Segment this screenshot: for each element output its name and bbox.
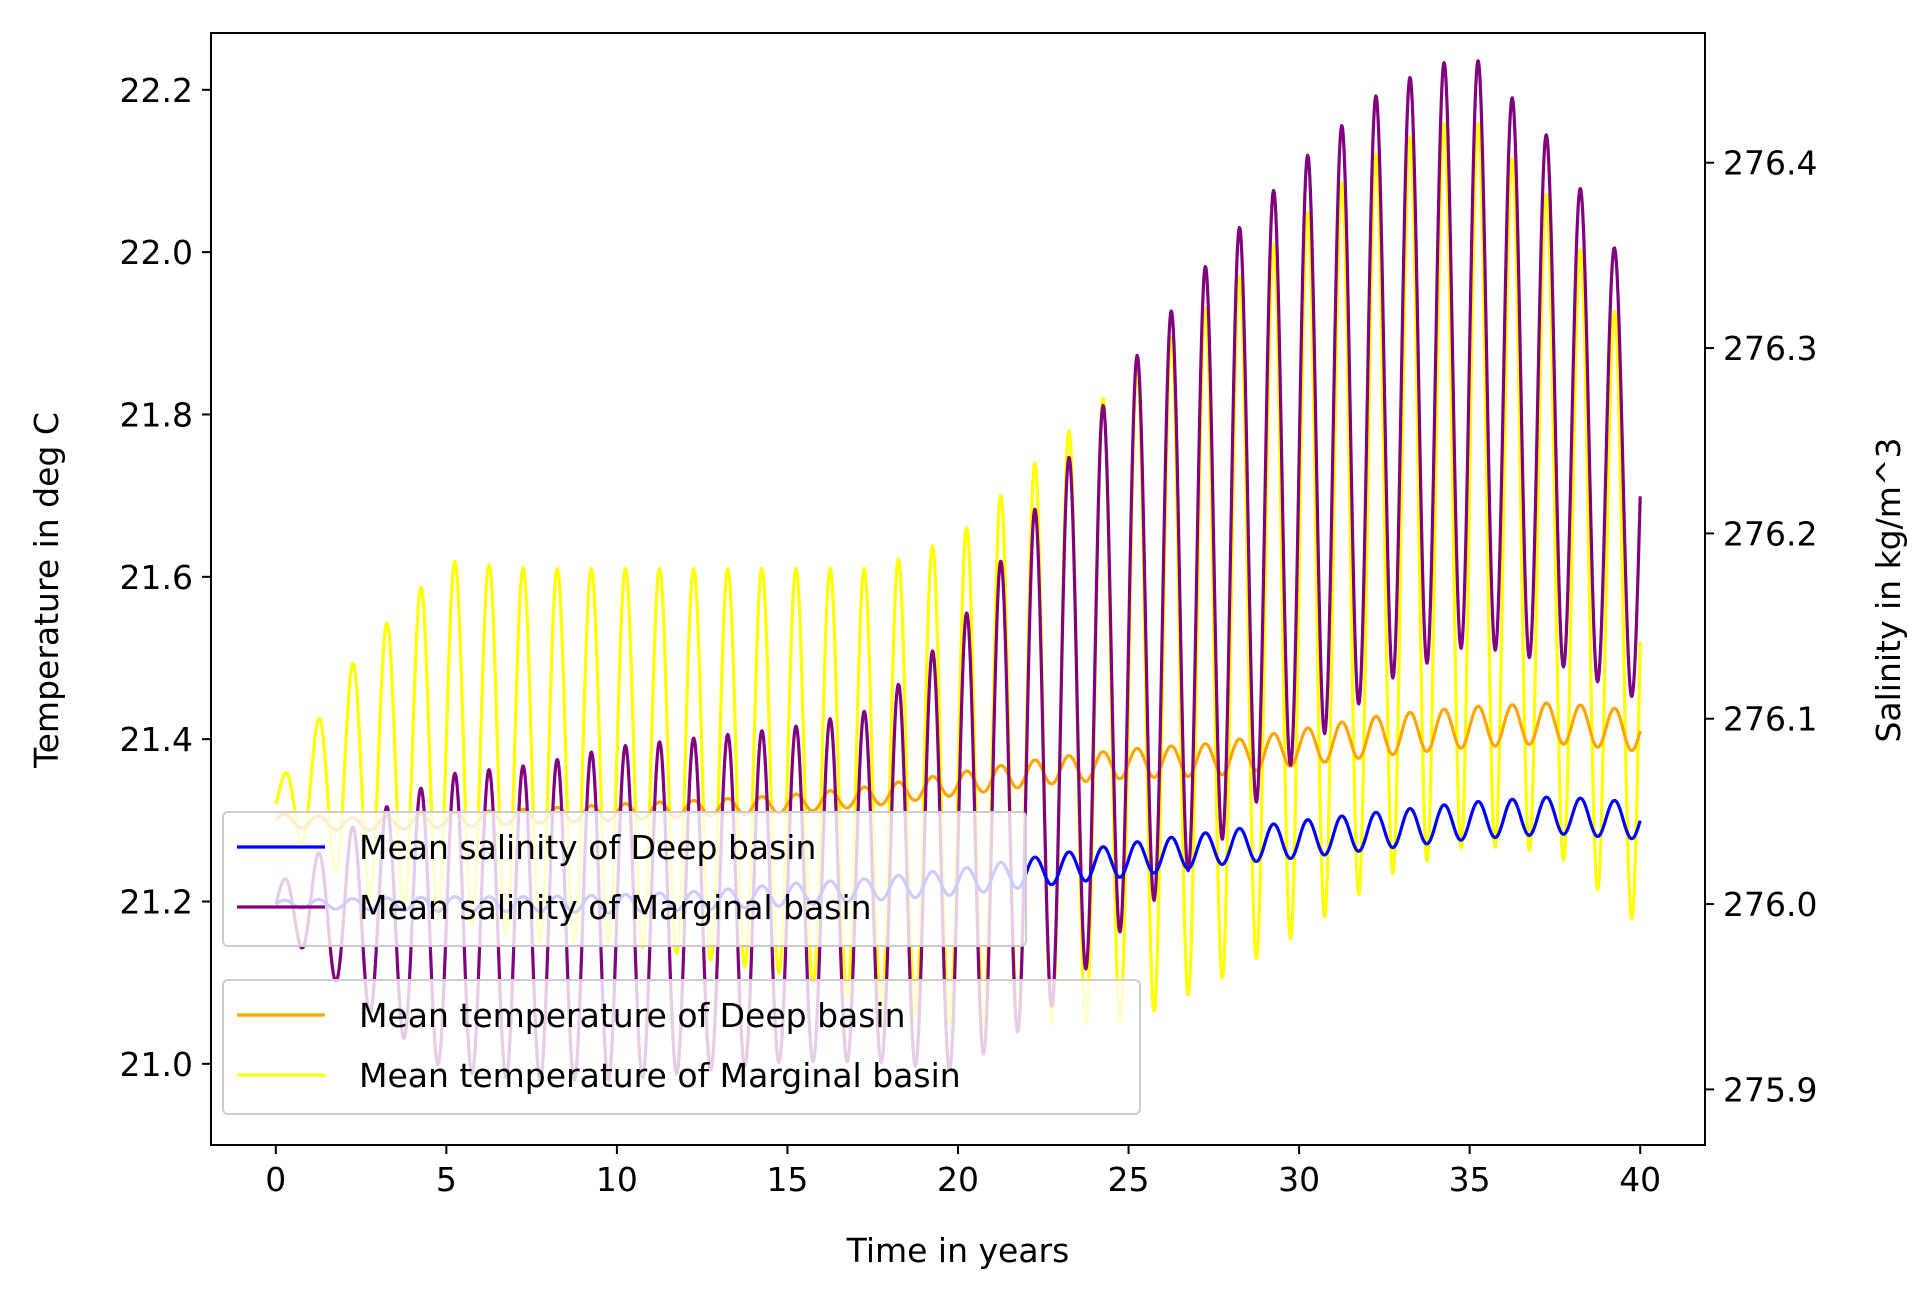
x-tick-label: 25	[1108, 1160, 1150, 1199]
x-axis-title: Time in years	[846, 1231, 1070, 1270]
x-tick-label: 35	[1449, 1160, 1491, 1199]
x-tick-label: 15	[766, 1160, 808, 1199]
y-left-tick-label: 21.4	[120, 720, 193, 759]
y-right-tick-label: 276.0	[1723, 885, 1817, 924]
x-tick-label: 30	[1278, 1160, 1320, 1199]
legend-frame	[222, 811, 1027, 947]
y-left-tick-label: 22.0	[120, 233, 193, 272]
y-left-axis-title: Temperature in deg C	[27, 412, 66, 769]
x-tick-label: 40	[1619, 1160, 1661, 1199]
legend-box-1: Mean salinity of Deep basin Mean salinity…	[222, 811, 1027, 947]
legend-label-mean-temperature-of-deep-basin: Mean temperature of Deep basin	[359, 996, 906, 1035]
legend-label-mean-salinity-of-marginal-basin: Mean salinity of Marginal basin	[359, 888, 872, 927]
ticks-layer: 0 5 10 15 20 25 30 35 40 21.0 21.2 21.4 21.6 21.8 22.0…	[120, 71, 1818, 1199]
y-right-tick-label: 276.2	[1723, 514, 1817, 553]
legend-box-2: Mean temperature of Deep basin Mean tempe…	[222, 979, 1141, 1115]
y-left-tick-label: 21.0	[120, 1045, 193, 1084]
y-right-axis-title: Salinity in kg/m^3	[1869, 437, 1908, 742]
y-right-tick-label: 275.9	[1723, 1070, 1817, 1109]
y-right-tick-label: 276.1	[1723, 700, 1817, 739]
legend-layer: Mean salinity of Deep basin Mean salinity…	[222, 811, 1141, 1115]
x-tick-label: 20	[937, 1160, 979, 1199]
legend-label-mean-temperature-of-marginal-basin: Mean temperature of Marginal basin	[359, 1056, 961, 1095]
x-tick-label: 0	[265, 1160, 286, 1199]
legend-label-mean-salinity-of-deep-basin: Mean salinity of Deep basin	[359, 828, 816, 867]
x-tick-label: 10	[596, 1160, 638, 1199]
y-left-tick-label: 21.2	[120, 882, 193, 921]
y-right-tick-label: 276.4	[1723, 144, 1817, 183]
y-right-tick-label: 276.3	[1723, 329, 1817, 368]
y-left-tick-label: 22.2	[120, 71, 193, 110]
legend-frame	[222, 979, 1141, 1115]
y-left-tick-label: 21.6	[120, 558, 193, 597]
y-left-tick-label: 21.8	[120, 395, 193, 434]
x-tick-label: 5	[436, 1160, 457, 1199]
